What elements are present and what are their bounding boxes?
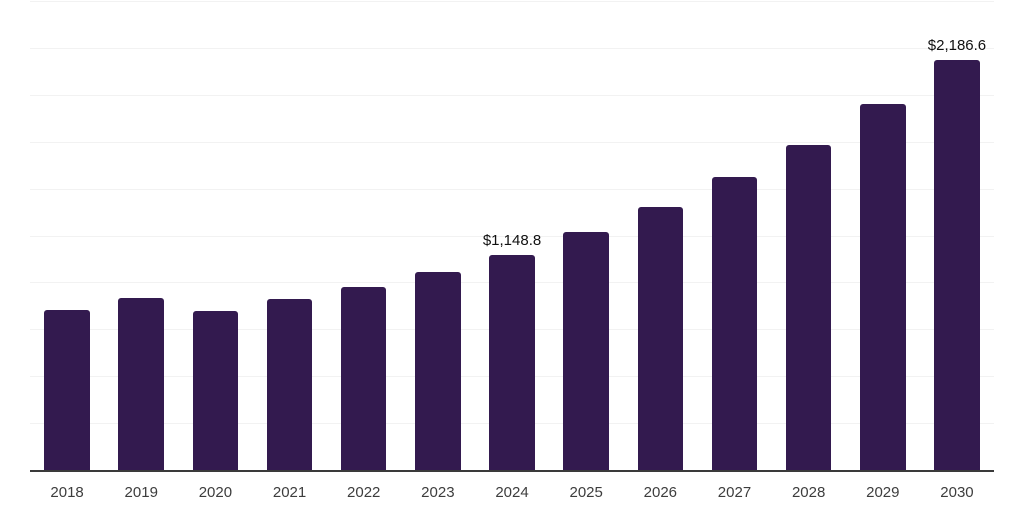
value-label-2030: $2,186.6 (927, 36, 987, 54)
x-tick-label-2019: 2019 (124, 484, 158, 501)
gridline (30, 235, 994, 237)
bar-slot-2025 (549, 1, 623, 470)
bar-2025 (563, 231, 609, 470)
x-tick-label-2025: 2025 (569, 484, 603, 501)
x-tick-label-2026: 2026 (643, 484, 678, 501)
gridline (30, 1, 994, 2)
bar-slot-2030: $2,186.6 (920, 1, 994, 470)
bar-2024 (489, 254, 535, 470)
gridline (30, 47, 994, 49)
x-tick-label-2020: 2020 (198, 484, 233, 501)
gridline (30, 188, 994, 190)
gridline (30, 141, 994, 143)
x-tick-label-2030: 2030 (940, 484, 974, 501)
value-label-2024: $1,148.8 (482, 231, 542, 249)
bar-2019 (118, 298, 164, 470)
bar-2029 (860, 104, 906, 470)
x-tick-label-2027: 2027 (717, 484, 752, 501)
x-tick-label-2021: 2021 (272, 484, 307, 501)
x-tick-label-2029: 2029 (866, 484, 900, 501)
bar-slot-2022 (327, 1, 401, 470)
x-tick-label-2023: 2023 (421, 484, 455, 501)
x-tick-label-2028: 2028 (791, 484, 826, 501)
bar-slot-2019 (104, 1, 178, 470)
bar-2027 (711, 177, 758, 470)
gridline (30, 94, 994, 96)
x-tick-label-2024: 2024 (495, 484, 529, 501)
bar-2028 (785, 144, 832, 470)
x-tick-label-2018: 2018 (50, 484, 84, 501)
bar-slot-2018 (30, 1, 104, 470)
x-axis-tick-labels: 2018 2019 2020 2021 2022 2023 2024 2025 2026 2027… (30, 484, 994, 502)
bar-slot-2029 (846, 1, 920, 470)
plot-area: $1,148.8 $2,186.6 (30, 1, 994, 472)
bar-slot-2028 (772, 1, 846, 470)
bar-2023 (415, 272, 461, 470)
bar-slot-2027 (697, 1, 771, 470)
bar-2030 (934, 59, 980, 470)
bar-slot-2023 (401, 1, 475, 470)
bar-2018 (44, 309, 90, 470)
bar-slot-2026 (623, 1, 697, 470)
bar-2021 (266, 299, 313, 470)
bar-2020 (192, 310, 239, 470)
bar-slot-2024: $1,148.8 (475, 1, 549, 470)
bars-group: $1,148.8 $2,186.6 (30, 1, 994, 470)
x-tick-label-2022: 2022 (347, 484, 381, 501)
bar-slot-2020 (178, 1, 252, 470)
bar-slot-2021 (252, 1, 326, 470)
bar-2026 (637, 207, 684, 470)
bar-2022 (340, 287, 387, 470)
